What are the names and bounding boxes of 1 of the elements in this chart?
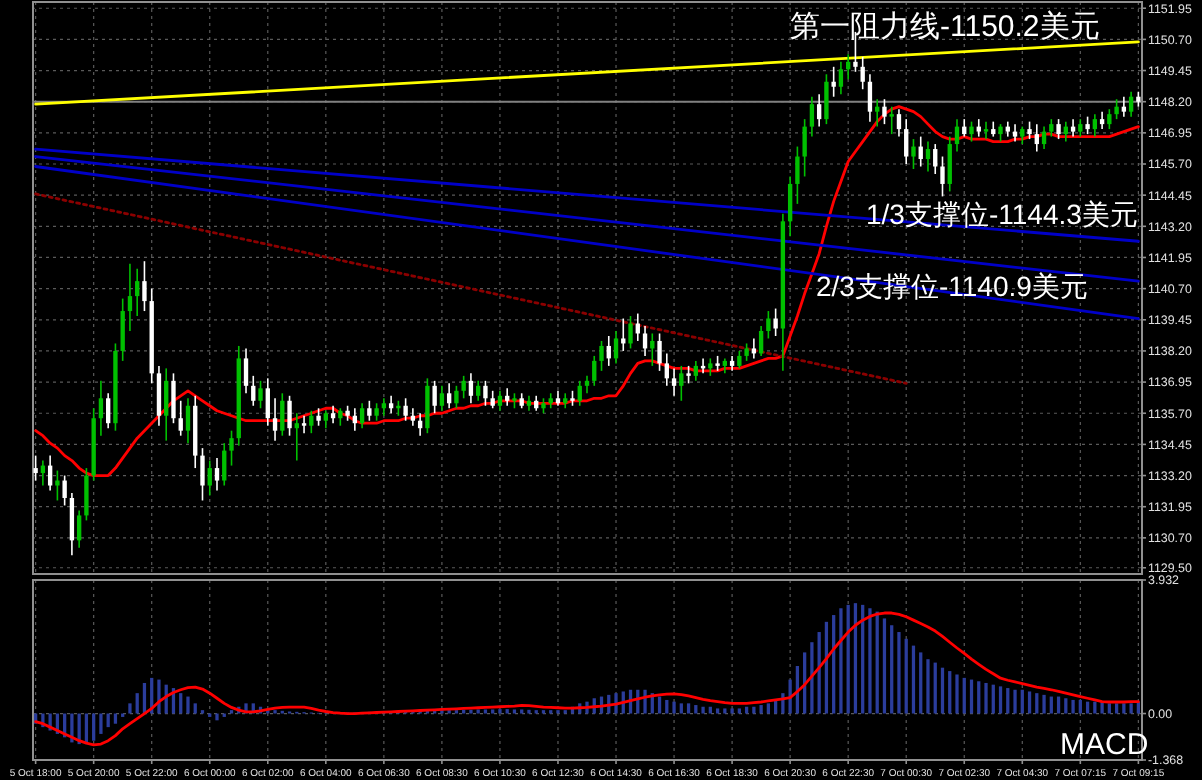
annotation: 第一阻力线-1150.2美元 bbox=[790, 10, 1100, 44]
